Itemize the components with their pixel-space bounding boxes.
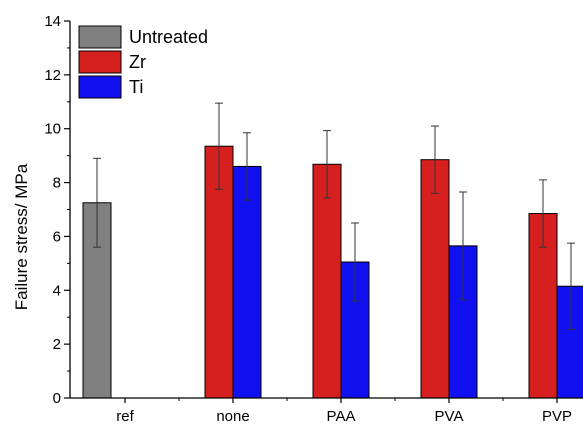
y-tick-label: 6 (53, 228, 61, 245)
legend-label-zr: Zr (129, 52, 146, 72)
y-tick-label: 12 (44, 67, 61, 84)
legend-swatch-untreated (78, 25, 122, 49)
legend-label-ti: Ti (129, 77, 143, 97)
x-tick-label: PVP (542, 408, 572, 425)
bar-ti (232, 165, 262, 399)
x-tick-label: ref (116, 408, 134, 425)
legend: Untreated Zr Ti (74, 24, 234, 102)
x-axis: ref none PAA PVA PVP (70, 397, 583, 425)
legend-swatch-ti (78, 75, 122, 99)
plot-area (82, 102, 583, 399)
x-tick-label: none (216, 408, 249, 425)
y-tick-label: 2 (53, 336, 61, 353)
y-tick-label: 4 (53, 282, 61, 299)
y-tick-label: 0 (53, 390, 61, 407)
y-axis-title: Failure stress/ MPa (12, 163, 31, 310)
bar-ti (556, 285, 583, 399)
y-tick-label: 14 (44, 13, 61, 30)
legend-label-untreated: Untreated (129, 27, 208, 47)
x-tick-label: PAA (327, 408, 356, 425)
x-tick-label: PVA (435, 408, 464, 425)
bar-zr (420, 159, 450, 399)
y-tick-label: 10 (44, 121, 61, 138)
bar-zr (312, 163, 342, 399)
y-axis: 0 2 4 6 8 10 12 14 (44, 13, 71, 407)
legend-swatch-zr (78, 50, 122, 74)
y-tick-label: 8 (53, 175, 61, 192)
